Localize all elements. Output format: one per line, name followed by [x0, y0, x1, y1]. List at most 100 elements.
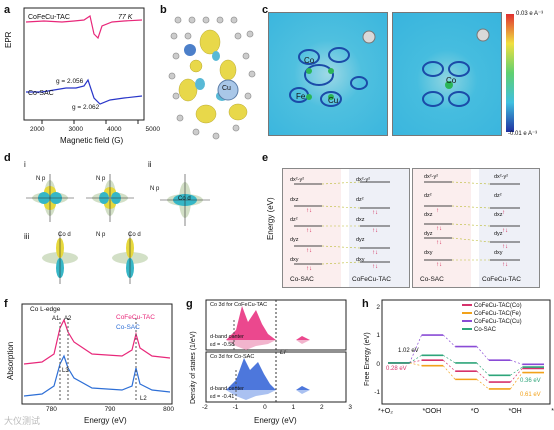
panel-c-colorbar-min: -0.01 e A⁻³ [508, 131, 538, 137]
level-label: dyz [356, 237, 365, 243]
panel-label-b: b [160, 4, 167, 16]
xtick: -1 [232, 404, 239, 411]
orbital-label: N p [96, 176, 106, 182]
xtick: 5000 [145, 126, 160, 133]
panel-h-chart [381, 299, 551, 405]
svg-text:↑↓: ↑↓ [502, 228, 508, 234]
panel-c-left-map [268, 12, 388, 136]
panel-c-atom-co: Co [304, 56, 315, 65]
panel-f-xticks: 780 790 800 [46, 406, 174, 413]
panel-e-box-left [282, 168, 410, 288]
level-label: dx²-y² [494, 174, 509, 180]
svg-text:↑↓: ↑↓ [372, 250, 378, 256]
panel-c-atom-co-right: Co [446, 76, 457, 85]
panel-g-xticks: -2 -1 0 1 2 3 [202, 404, 352, 411]
energy-connector [510, 359, 523, 365]
legend-item: CoFeCu-TAC(Fe) [462, 310, 522, 318]
svg-text:↑↓: ↑↓ [306, 208, 312, 214]
level-label: dxy [494, 250, 503, 256]
panel-label-f: f [4, 298, 8, 310]
panel-h-legend: CoFeCu-TAC(Co) CoFeCu-TAC(Fe) CoFeCu-TAC… [462, 302, 522, 334]
energy-connector [476, 362, 490, 376]
edge-label: A2 [64, 316, 72, 322]
orbital-label: Co d [58, 232, 71, 238]
energy-connector [476, 370, 490, 383]
level-label: dz² [356, 197, 364, 203]
xtick: 3 [348, 404, 352, 411]
legend-item: Co-SAC [462, 326, 522, 334]
orbital-label: N p [150, 186, 160, 192]
panel-a-xticks: 2000 3000 4000 5000 [30, 126, 160, 133]
panel-f-series2: Co-SAC [116, 324, 140, 331]
energy-connector [409, 362, 422, 367]
panel-g-center-bottom: d-band center [210, 386, 244, 392]
panel-c-colorbar-max: 0.03 e A⁻³ [516, 11, 544, 17]
panel-g-val-bottom: εd = -0.41 [210, 394, 235, 400]
xcat: *OOH [422, 408, 442, 415]
level-label: dx²-y² [424, 174, 439, 180]
svg-text:↑↓: ↑↓ [306, 248, 312, 254]
orbital-label: N p [36, 176, 46, 182]
panel-g-plot [205, 299, 347, 403]
panel-f-title: Co L-edge [30, 306, 61, 313]
panel-label-a: a [4, 4, 11, 16]
edge-label: A1 [52, 316, 60, 322]
svg-text:↑↓: ↑↓ [372, 210, 378, 216]
panel-e-name: CoFeCu-TAC [482, 276, 521, 283]
panel-label-g: g [186, 298, 193, 310]
xcat: *+O₂ [378, 408, 393, 415]
panel-g-title-bottom: Co 3d for Co-SAC [210, 354, 255, 360]
panel-h-ann: 0.28 eV [386, 366, 407, 372]
ytick: -1 [374, 388, 380, 396]
panel-h-ann: 0.61 eV [520, 392, 541, 398]
energy-connector [510, 368, 523, 383]
level-label: dxz [494, 212, 503, 218]
xtick: 780 [46, 406, 57, 413]
xtick: 4000 [107, 126, 122, 133]
svg-text:↑↓: ↑↓ [436, 262, 442, 268]
panel-g-val-top: εd = -0.58 [210, 342, 235, 348]
xcat: * [551, 408, 554, 415]
panel-c-atom-cu: Cu [328, 96, 339, 105]
panel-a-series1: CoFeCu-TAC [28, 14, 70, 21]
svg-text:↑↓: ↑↓ [436, 226, 442, 232]
panel-c-atom-fe: Fe [296, 92, 306, 101]
energy-connector [443, 354, 456, 364]
energy-connector [476, 346, 490, 361]
panel-a-temp: 77 K [118, 14, 133, 21]
panel-h-ann: 0.36 eV [520, 378, 541, 384]
energy-connector [510, 372, 523, 390]
energy-connector [409, 359, 422, 364]
watermark: 大仪测试 [4, 416, 41, 426]
svg-text:↑↓: ↑↓ [372, 264, 378, 270]
level-label: dz² [290, 217, 298, 223]
svg-text:↑↓: ↑↓ [436, 240, 442, 246]
panel-e-name: Co-SAC [290, 276, 314, 283]
panel-g-title-top: Co 3d for CoFeCu-TAC [210, 302, 268, 308]
xtick: 2 [319, 404, 324, 411]
panel-g-ef: EF [280, 350, 288, 356]
panel-a-series2: Co-SAC [28, 90, 54, 97]
ytick: 2 [376, 304, 380, 311]
panel-f-ylabel: Absorption [6, 341, 15, 380]
svg-text:↑↓: ↑↓ [306, 228, 312, 234]
ytick: 1 [376, 332, 380, 340]
xcat: *O [470, 408, 479, 415]
level-label: dx²-y² [290, 177, 305, 183]
orbital-label: Co d [128, 232, 141, 238]
panel-d-orbitals [26, 174, 210, 284]
panel-e-levels: ↑↓ ↑↓ ↑↓ ↑↓ ↑↓ ↑↓ ↑↓ ↑↓ ↑ ↑↓ ↑↓ ↑↓ ↑ ↑↓ ↑↓ ↑↓ [294, 181, 520, 272]
panel-a-epr-plot [23, 7, 145, 124]
panel-g-xlabel: Energy (eV) [254, 416, 297, 425]
edge-label: L3 [62, 368, 69, 374]
xtick: 1 [291, 404, 296, 411]
xtick: 3000 [68, 126, 83, 133]
panel-g-ylabel: Density of states (1/eV) [190, 331, 197, 404]
svg-text:↑↓: ↑↓ [502, 262, 508, 268]
panel-label-d: d [4, 152, 11, 164]
svg-text:↑↓: ↑↓ [306, 266, 312, 272]
level-label: dyz [424, 231, 433, 237]
panel-d-sub-iii: iii [24, 232, 30, 241]
panel-a-g2: g = 2.062 [72, 104, 100, 111]
level-label: dxz [424, 212, 433, 218]
